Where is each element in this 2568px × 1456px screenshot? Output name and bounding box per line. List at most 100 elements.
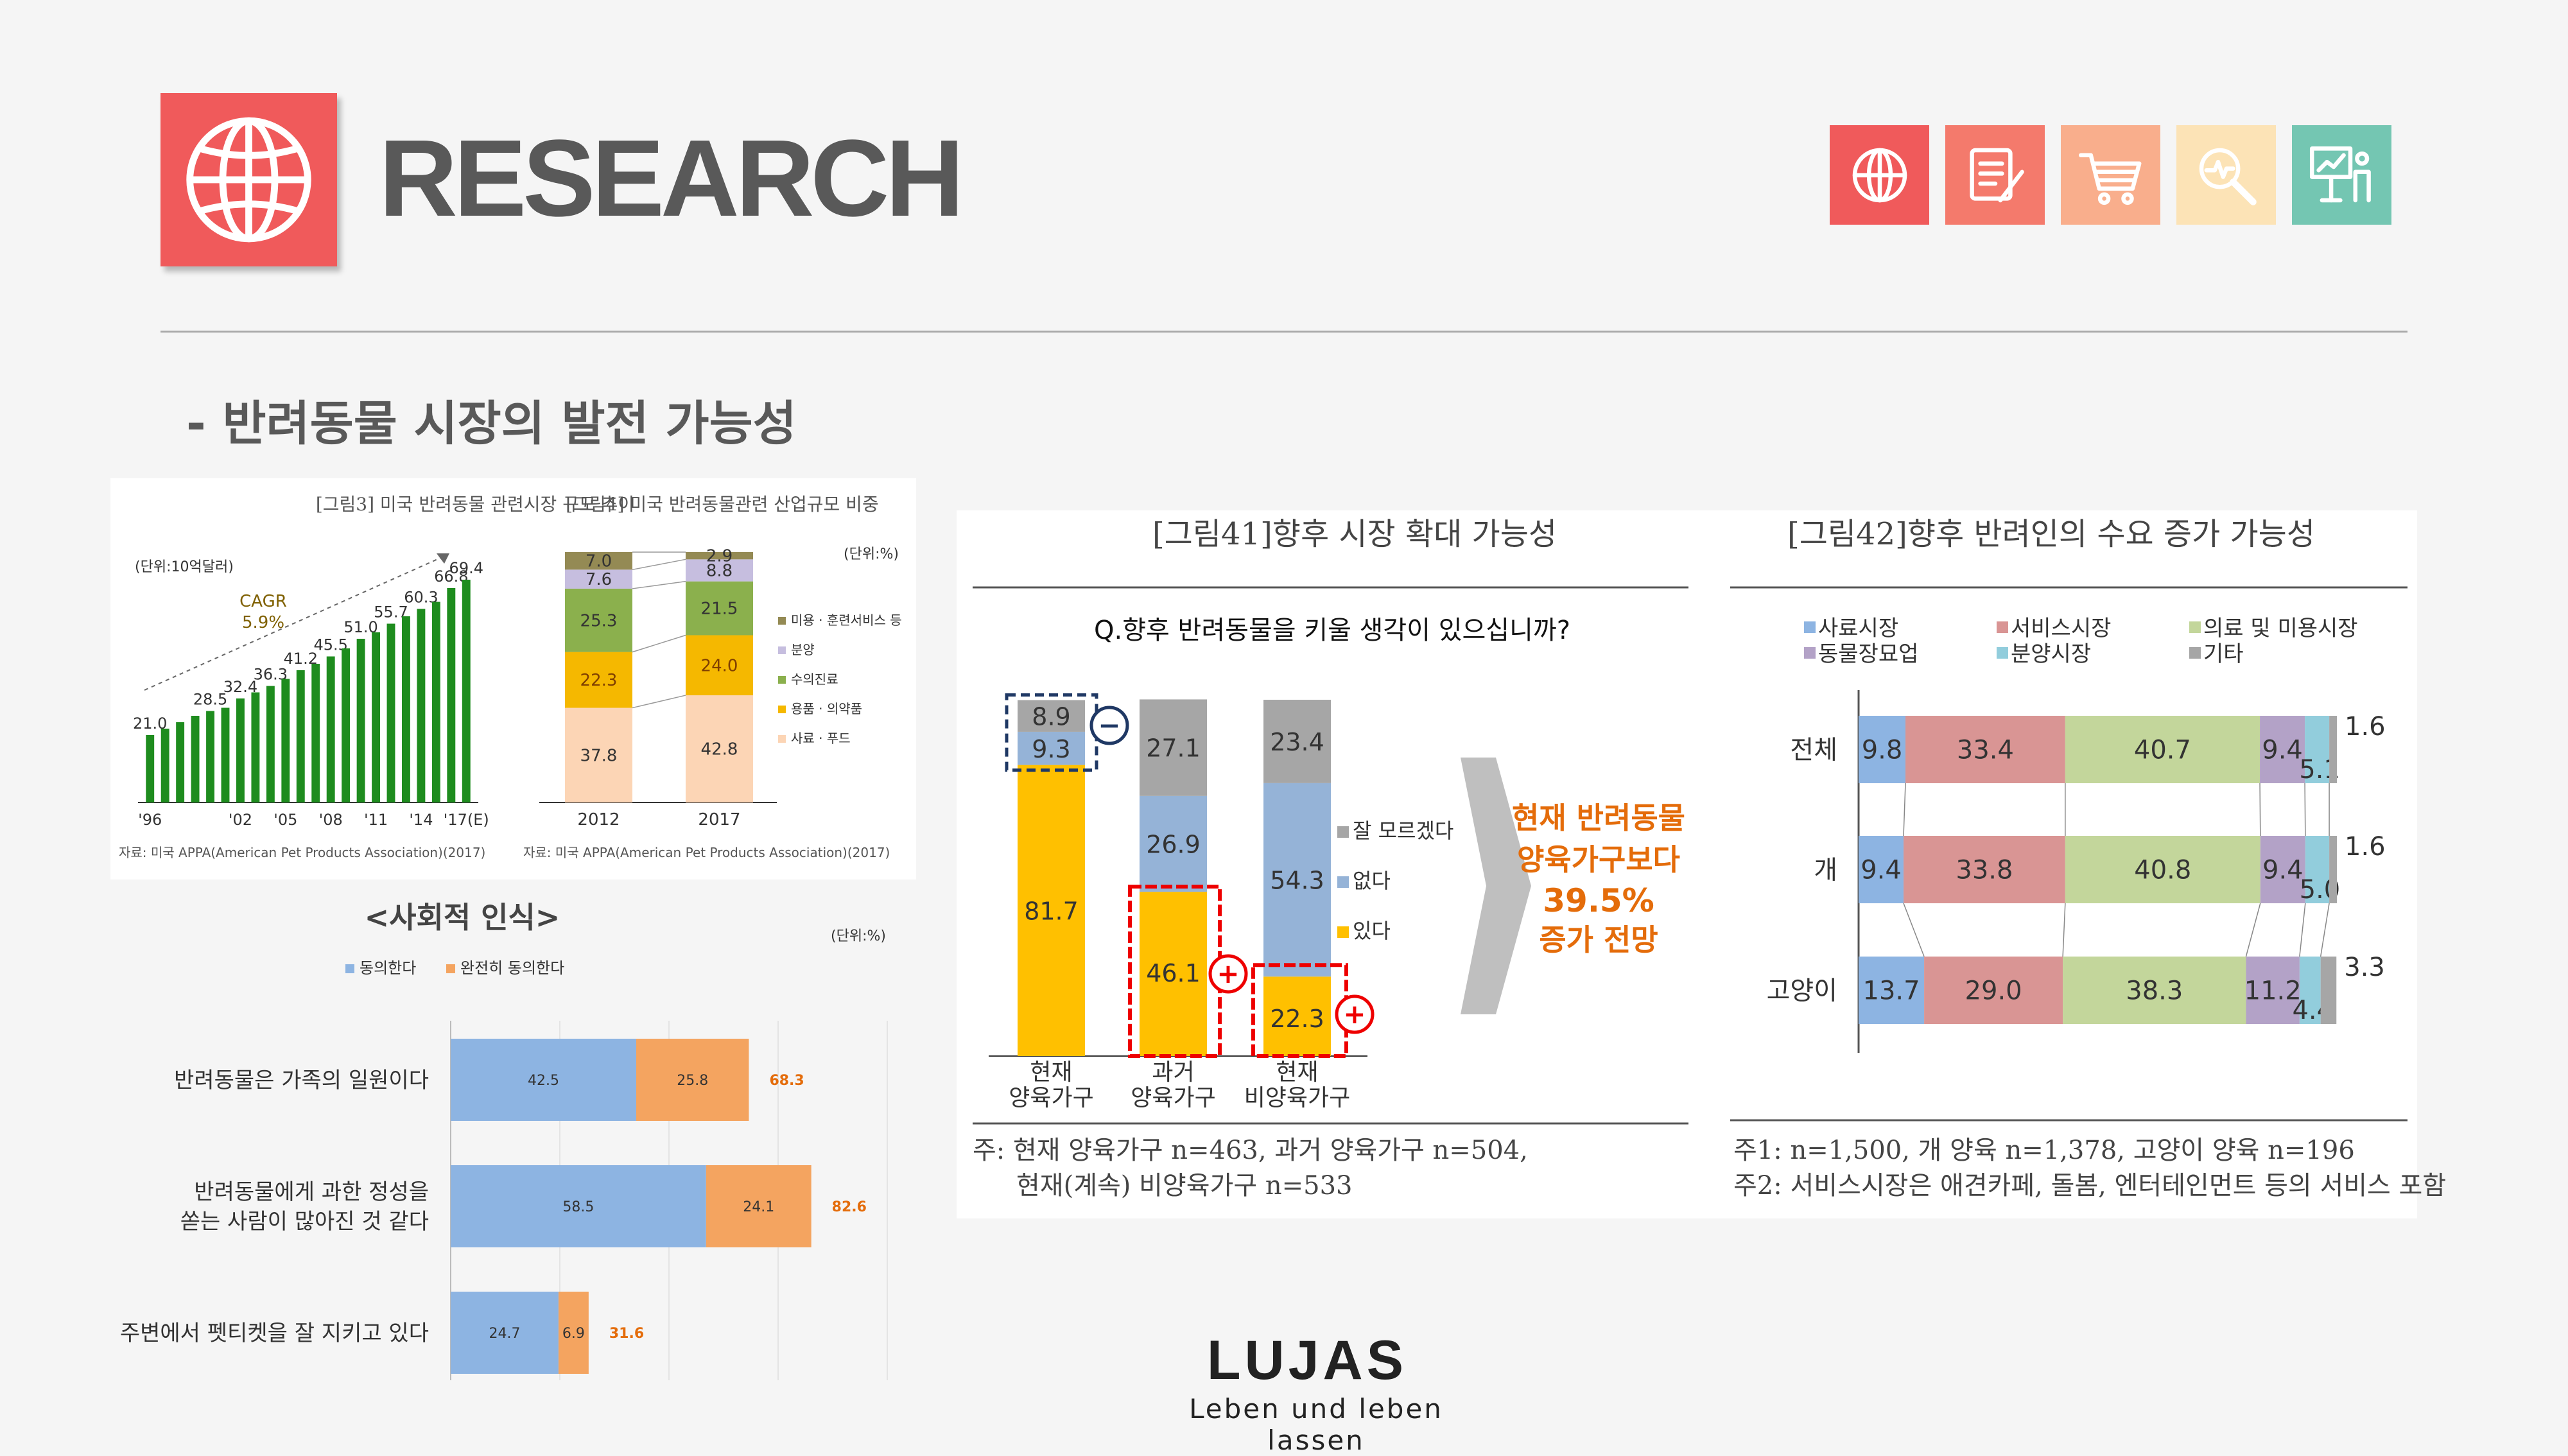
fig4-connector — [632, 695, 686, 709]
fig42-data-label: 9.4 — [2262, 856, 2303, 885]
fig42-bar-segment — [1924, 957, 2063, 1024]
fig4-title: [그림4] 미국 반려동물관련 산업규모 비중 — [566, 494, 878, 515]
fig42-bar-segment — [2329, 836, 2337, 903]
fig3-bar — [146, 735, 155, 802]
fig4-bar-segment — [565, 588, 632, 652]
fig41-callout-text: 양육가구보다 — [1517, 842, 1680, 877]
document-edit-icon — [1969, 148, 2024, 202]
fig4-data-label: 37.8 — [580, 746, 618, 765]
fig3-bar — [356, 639, 365, 802]
cart-nav-button[interactable] — [2061, 125, 2160, 225]
fig3-tick-label: '96 — [138, 811, 162, 829]
fig41-bar-segment — [1140, 699, 1207, 796]
fig4-legend-label: 용품 · 의약품 — [791, 701, 862, 716]
fig42-bar-segment — [2063, 957, 2246, 1024]
fig42-bar-segment — [1859, 957, 1925, 1024]
social-bar-segment — [558, 1292, 589, 1374]
fig42-data-label: 9.4 — [1861, 856, 1902, 885]
fig42-legend-swatch — [1997, 647, 2008, 659]
fig42-connector — [2299, 903, 2306, 957]
fig3-data-label: 28.5 — [193, 691, 227, 709]
fig41-legend-label: 잘 모르겠다 — [1353, 819, 1453, 843]
fig42-bar-segment — [2299, 957, 2321, 1024]
fig4-bar-segment — [686, 552, 753, 560]
fig42-bar-segment — [1904, 836, 2065, 903]
social-data-label: 58.5 — [562, 1199, 594, 1215]
brand-tagline: Leben und leben lassen — [1189, 1393, 1443, 1456]
fig41-data-label: 27.1 — [1146, 734, 1201, 763]
fig42-data-label: 13.7 — [1863, 976, 1920, 1006]
fig4-bar-segment — [686, 695, 753, 802]
fig41-category-label: 현재 — [1276, 1059, 1318, 1086]
header-divider — [160, 331, 2408, 333]
analytics-search-nav-button[interactable] — [2176, 125, 2276, 225]
page-title: RESEARCH — [379, 117, 964, 239]
social-total-label: 82.6 — [832, 1199, 867, 1215]
fig42-legend-label: 기타 — [2203, 641, 2244, 667]
fig42-data-label: 1.6 — [2345, 712, 2386, 741]
fig4-bar-segment — [686, 581, 753, 636]
fig4-bar-segment — [565, 707, 632, 802]
fig42-category-label: 개 — [1814, 856, 1837, 885]
fig4-legend-label: 수의진료 — [791, 672, 838, 687]
globe-nav-button[interactable] — [1830, 125, 1929, 225]
fig4-data-label: 22.3 — [580, 671, 618, 690]
fig3-bar — [176, 722, 185, 802]
fig3-unit: (단위:10억달러) — [135, 559, 234, 575]
plus-icon — [1335, 994, 1375, 1034]
fig3-bar — [296, 670, 305, 802]
document-edit-nav-button[interactable] — [1945, 125, 2045, 225]
social-category-label: 반려동물에게 과한 정성을 — [194, 1179, 429, 1205]
fig42-data-label: 29.0 — [1965, 976, 2022, 1006]
fig3-bar — [191, 716, 200, 802]
fig4-tick-label: 2012 — [577, 810, 620, 829]
fig42-connector — [2245, 903, 2261, 957]
fig42-bar-segment — [2065, 836, 2260, 903]
social-bar-segment — [451, 1292, 559, 1374]
fig42-legend-swatch — [1997, 621, 2008, 633]
fig4-unit: (단위:%) — [844, 546, 899, 562]
fig3-tick-label: '14 — [409, 811, 433, 829]
social-total-label: 68.3 — [769, 1073, 804, 1089]
fig3-title: [그림3] 미국 반려동물 관련시장 규모 추이 — [316, 494, 634, 515]
fig42-data-label: 40.8 — [2134, 856, 2191, 885]
fig42-data-label: 33.8 — [1956, 856, 2013, 885]
presentation-nav-button[interactable] — [2292, 125, 2391, 225]
fig4-legend-swatch — [778, 735, 786, 743]
globe-icon — [186, 117, 311, 243]
fig42-data-label: 38.3 — [2126, 976, 2183, 1006]
social-legend-label: 완전히 동의한다 — [460, 959, 564, 977]
social-bar-segment — [451, 1165, 706, 1247]
fig3-tick-label: '17(E) — [444, 811, 489, 829]
fig41-data-label: 81.7 — [1024, 897, 1079, 925]
fig4-data-label: 2.9 — [706, 547, 733, 566]
fig3-annotation: CAGR — [239, 592, 287, 611]
fig3-bar — [447, 588, 456, 802]
fig4-bar-segment — [565, 652, 632, 708]
fig3-source: 자료: 미국 APPA(American Pet Products Associ… — [119, 845, 485, 860]
fig41-bar-segment — [1263, 783, 1331, 977]
fig41-title: [그림41]향후 시장 확대 가능성 — [1152, 516, 1557, 552]
social-total-label: 31.6 — [609, 1326, 644, 1342]
fig3-tick-label: '02 — [229, 811, 252, 829]
fig3-bar — [462, 580, 471, 802]
fig41-bar-segment — [1018, 765, 1085, 1056]
fig4-data-label: 7.6 — [586, 570, 612, 589]
fig41-bar-segment — [1018, 700, 1085, 732]
fig41-category-label: 비양육가구 — [1244, 1085, 1351, 1111]
fig41-legend-swatch — [1337, 926, 1349, 938]
fig41-category-label: 양육가구 — [1131, 1085, 1215, 1111]
fig41-note: 주: 현재 양육가구 n=463, 과거 양육가구 n=504, — [973, 1136, 1528, 1165]
fig42-bar-segment — [1859, 716, 1906, 783]
fig3-bar — [206, 711, 214, 802]
fig41-data-label: 22.3 — [1270, 1005, 1324, 1033]
fig3-bar — [281, 679, 290, 802]
fig4-connector — [632, 559, 686, 571]
fig3-bar — [372, 632, 380, 802]
fig42-bar-segment — [2260, 716, 2305, 783]
fig4-bar-segment — [686, 635, 753, 696]
fig41-bar-segment — [1018, 731, 1085, 765]
social-data-label: 6.9 — [562, 1326, 585, 1342]
fig42-legend-swatch — [2189, 621, 2201, 633]
